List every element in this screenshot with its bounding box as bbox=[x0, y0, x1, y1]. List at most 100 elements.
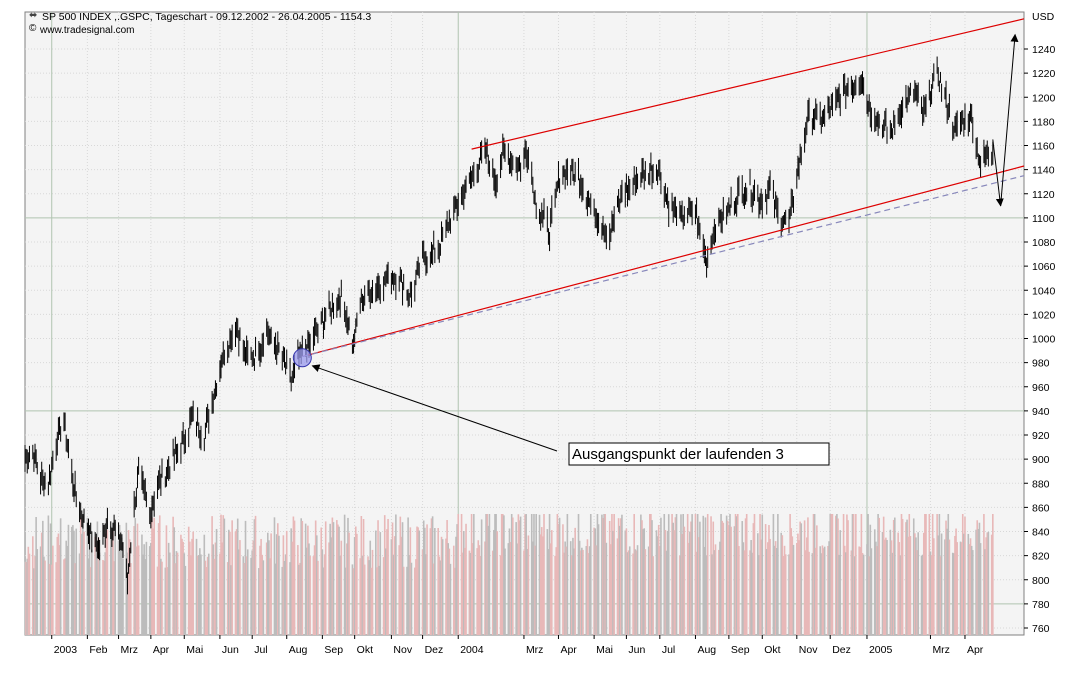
volume-bar bbox=[348, 532, 350, 635]
volume-bar bbox=[929, 551, 932, 635]
volume-bar bbox=[184, 565, 187, 635]
volume-bar bbox=[250, 557, 252, 635]
x-tick-label: Sep bbox=[731, 644, 750, 656]
volume-bar bbox=[134, 518, 137, 635]
volume-bar bbox=[869, 524, 872, 635]
volume-bar bbox=[742, 542, 745, 635]
x-tick-label: Nov bbox=[393, 644, 412, 656]
volume-bar bbox=[363, 564, 366, 635]
volume-bar bbox=[80, 533, 83, 635]
volume-bar bbox=[290, 528, 292, 635]
volume-bar bbox=[460, 514, 463, 635]
volume-bar bbox=[239, 540, 241, 635]
volume-bar bbox=[501, 514, 504, 635]
volume-bar bbox=[367, 556, 369, 635]
volume-bar bbox=[663, 514, 666, 635]
y-tick-label: 980 bbox=[1032, 358, 1050, 370]
volume-bar bbox=[55, 562, 57, 635]
volume-bar bbox=[75, 528, 78, 635]
volume-bar bbox=[314, 520, 317, 635]
volume-bar bbox=[868, 556, 870, 635]
volume-bar bbox=[291, 541, 294, 635]
volume-bar bbox=[589, 514, 592, 635]
volume-bar bbox=[323, 554, 326, 635]
volume-bar bbox=[410, 562, 413, 635]
volume-bar bbox=[512, 517, 514, 635]
volume-bar bbox=[167, 542, 170, 635]
volume-bar bbox=[938, 514, 941, 635]
volume-bar bbox=[578, 540, 581, 635]
volume-bar bbox=[838, 554, 840, 635]
volume-bar bbox=[914, 533, 916, 635]
volume-bar bbox=[977, 528, 980, 635]
volume-bar bbox=[205, 567, 208, 635]
volume-bar bbox=[542, 536, 544, 635]
volume-bar bbox=[469, 552, 472, 635]
volume-bar bbox=[457, 514, 460, 635]
volume-bar bbox=[616, 538, 619, 635]
volume-bar bbox=[400, 536, 403, 635]
volume-bar bbox=[789, 514, 791, 635]
volume-bar bbox=[526, 548, 529, 635]
volume-bar bbox=[262, 560, 265, 635]
volume-bar bbox=[969, 538, 972, 635]
volume-bar bbox=[533, 514, 535, 635]
volume-bar bbox=[985, 537, 987, 635]
volume-bar bbox=[315, 535, 318, 635]
volume-bar bbox=[383, 515, 386, 635]
volume-bar bbox=[86, 517, 89, 635]
volume-bar bbox=[665, 550, 668, 635]
volume-bar bbox=[605, 542, 608, 635]
volume-bar bbox=[565, 546, 568, 635]
volume-bar bbox=[664, 529, 667, 635]
volume-bar bbox=[971, 550, 974, 635]
volume-bar bbox=[877, 514, 879, 635]
volume-bar bbox=[657, 524, 660, 635]
volume-bar bbox=[196, 555, 199, 635]
volume-bar bbox=[906, 519, 908, 635]
volume-bar bbox=[125, 522, 128, 635]
volume-bar bbox=[422, 520, 425, 635]
volume-bar bbox=[321, 549, 324, 635]
volume-bar bbox=[484, 541, 486, 635]
volume-bar bbox=[465, 523, 467, 635]
volume-bar bbox=[212, 544, 215, 635]
volume-bar bbox=[293, 520, 296, 635]
volume-bar bbox=[571, 555, 573, 635]
volume-bar bbox=[515, 522, 517, 635]
volume-bar bbox=[401, 522, 404, 635]
volume-bar bbox=[416, 526, 418, 635]
volume-bar bbox=[446, 520, 448, 635]
volume-bar bbox=[507, 543, 510, 635]
volume-bar bbox=[307, 525, 309, 635]
volume-bar bbox=[461, 552, 464, 635]
chart-options-icon[interactable]: ⬌ bbox=[29, 10, 38, 21]
volume-bar bbox=[281, 566, 284, 635]
volume-bar bbox=[34, 556, 36, 635]
volume-bar bbox=[720, 514, 722, 635]
volume-bar bbox=[118, 524, 121, 635]
volume-bar bbox=[656, 536, 659, 635]
volume-bar bbox=[379, 532, 382, 635]
volume-bar bbox=[624, 530, 627, 635]
x-tick-label: Apr bbox=[153, 644, 170, 656]
volume-bar bbox=[852, 514, 855, 635]
volume-bar bbox=[95, 549, 98, 635]
y-tick-label: 1040 bbox=[1032, 285, 1056, 297]
x-tick-label: Mai bbox=[186, 644, 203, 656]
volume-bar bbox=[648, 514, 651, 635]
volume-bar bbox=[425, 554, 427, 635]
volume-bar bbox=[297, 545, 299, 635]
volume-bar bbox=[585, 546, 588, 635]
volume-bar bbox=[304, 523, 307, 635]
volume-bar bbox=[772, 514, 775, 635]
x-tick-label: Apr bbox=[560, 644, 577, 656]
volume-bar bbox=[967, 533, 970, 635]
volume-bar bbox=[827, 545, 829, 635]
volume-bar bbox=[329, 523, 331, 635]
volume-bar bbox=[339, 555, 341, 635]
volume-bar bbox=[438, 556, 441, 635]
x-tick-label: Dez bbox=[425, 644, 444, 656]
volume-bar bbox=[907, 536, 909, 635]
volume-bar bbox=[480, 519, 483, 635]
